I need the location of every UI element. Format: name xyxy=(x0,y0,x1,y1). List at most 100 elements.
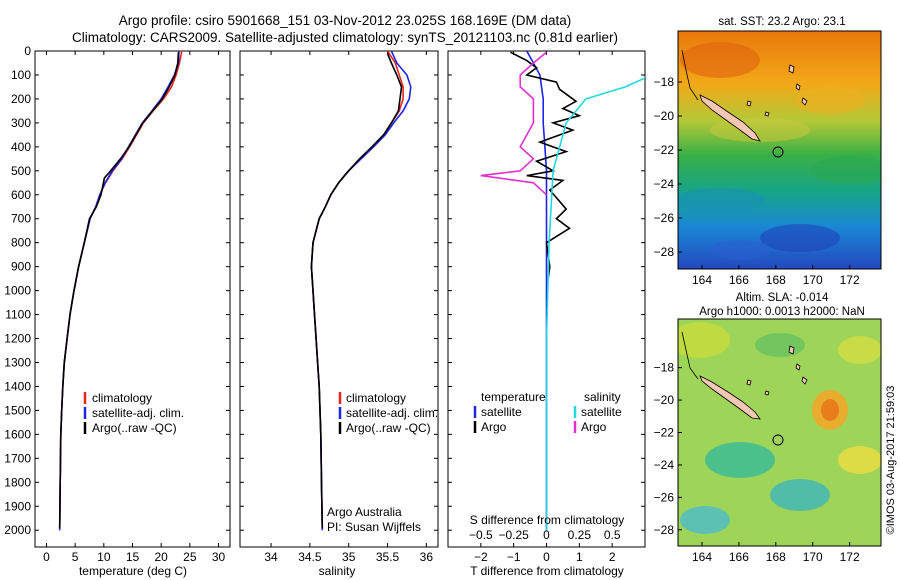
sla-coast-contour xyxy=(681,331,699,380)
legend-label-satellite: satellite-adj. clim. xyxy=(92,406,184,420)
x-tick-label: −2 xyxy=(474,550,488,564)
map-y-tick-label: −28 xyxy=(654,245,675,259)
x-tick-label: 35 xyxy=(342,550,356,564)
map-x-tick-label: 172 xyxy=(840,273,860,287)
sst-axes: 164 166 168 170 172 −18 −20 −22 −24 −26 −28 xyxy=(654,75,860,287)
x-tick-label: 15 xyxy=(126,550,140,564)
temperature-axes: 0100200300400500600700800900100011001200… xyxy=(4,44,230,564)
x-tick-label: 34 xyxy=(264,550,278,564)
map-y-tick-label: −18 xyxy=(654,361,675,375)
map-x-tick-label: 170 xyxy=(803,550,823,564)
y-tick-label: 700 xyxy=(11,212,31,226)
s-tick-label: −0.25 xyxy=(498,528,529,542)
temperature-panel xyxy=(34,50,231,548)
temperature-series xyxy=(58,51,183,531)
salinity-axes: 34 34.5 35 35.5 36 xyxy=(240,50,438,564)
y-tick-label: 1200 xyxy=(4,332,31,346)
legend-label-argo: Argo(..raw -QC) xyxy=(92,421,177,435)
new-caledonia-island xyxy=(699,375,761,420)
salinity-panel xyxy=(239,50,439,548)
x-tick-label: 2 xyxy=(609,550,616,564)
x-tick-label: 0 xyxy=(43,550,50,564)
map-y-tick-label: −28 xyxy=(654,523,675,537)
series-s-argo xyxy=(480,51,548,196)
sla-axes: 164 166 168 170 172 −18 −20 −22 −24 −26 −28 xyxy=(654,361,860,564)
legend-label-climatology: climatology xyxy=(346,391,406,405)
legend-header-salinity: salinity xyxy=(584,390,621,404)
x-tick-label: 30 xyxy=(212,550,226,564)
y-tick-label: 900 xyxy=(11,260,31,274)
difference-series xyxy=(480,51,645,531)
x-tick-label: 25 xyxy=(183,550,197,564)
y-tick-label: 1000 xyxy=(4,284,31,298)
imos-credit: ©IMOS 03-Aug-2017 21:59:03 xyxy=(885,386,897,535)
series-s-satellite xyxy=(545,77,645,531)
y-tick-label: 1400 xyxy=(4,379,31,393)
legend-label-argo: Argo(..raw -QC) xyxy=(346,421,431,435)
x-tick-label: 36 xyxy=(420,550,434,564)
salinity-annotation-line-2: PI: Susan Wijffels xyxy=(327,520,421,534)
sla-map: Altim. SLA: -0.014 Argo h1000: 0.0013 h2… xyxy=(654,292,882,564)
vanuatu-islands xyxy=(746,64,808,117)
y-tick-label: 100 xyxy=(11,68,31,82)
map-y-tick-label: −24 xyxy=(654,458,675,472)
vanuatu-islands xyxy=(746,345,808,396)
series-argo-raw-qc xyxy=(310,53,403,528)
map-x-tick-label: 168 xyxy=(766,550,786,564)
y-tick-label: 600 xyxy=(11,188,31,202)
y-tick-label: 1500 xyxy=(4,403,31,417)
sla-map-title-line-2: Argo h1000: 0.0013 h2000: NaN xyxy=(699,306,865,318)
x-tick-label: 35.5 xyxy=(376,550,400,564)
x-tick-label: −1 xyxy=(507,550,521,564)
map-x-tick-label: 166 xyxy=(729,273,749,287)
map-y-tick-label: −26 xyxy=(654,490,675,504)
y-tick-label: 0 xyxy=(24,44,31,58)
legend-label-t-satellite: satellite xyxy=(481,405,522,419)
y-tick-label: 400 xyxy=(11,140,31,154)
y-tick-label: 2000 xyxy=(4,523,31,537)
y-tick-label: 800 xyxy=(11,236,31,250)
s-tick-label: 0.5 xyxy=(604,528,621,542)
salinity-annotation-line-1: Argo Australia xyxy=(327,505,402,519)
legend-label-t-argo: Argo xyxy=(481,420,507,434)
sla-map-title-line-1: Altim. SLA: -0.014 xyxy=(736,292,829,304)
x-tick-label: 10 xyxy=(97,550,111,564)
x-tick-label: 34.5 xyxy=(298,550,322,564)
x-tick-label: 1 xyxy=(576,550,583,564)
temperature-legend: climatology satellite-adj. clim. Argo(..… xyxy=(83,391,184,435)
map-y-tick-label: −20 xyxy=(654,393,675,407)
y-tick-label: 500 xyxy=(11,164,31,178)
legend-label-s-argo: Argo xyxy=(581,420,607,434)
map-y-tick-label: −20 xyxy=(654,109,675,123)
legend-label-climatology: climatology xyxy=(92,391,152,405)
y-tick-label: 300 xyxy=(11,116,31,130)
series-t-argo xyxy=(510,51,582,279)
map-x-tick-label: 164 xyxy=(692,550,712,564)
sst-map-title: sat. SST: 23.2 Argo: 23.1 xyxy=(718,16,845,28)
sst-map: sat. SST: 23.2 Argo: 23.1 164 166 168 170 17… xyxy=(654,16,882,287)
y-tick-label: 1600 xyxy=(4,427,31,441)
difference-xlabel-top: S difference from climatology xyxy=(470,513,625,527)
map-y-tick-label: −18 xyxy=(654,75,675,89)
map-x-tick-label: 172 xyxy=(840,550,860,564)
map-x-tick-label: 164 xyxy=(692,273,712,287)
s-tick-label: 0.25 xyxy=(568,528,592,542)
legend-label-s-satellite: satellite xyxy=(581,405,622,419)
y-tick-label: 1100 xyxy=(5,308,31,322)
map-y-tick-label: −22 xyxy=(654,426,675,440)
title-line-2: Climatology: CARS2009. Satellite-adjuste… xyxy=(72,30,618,45)
title-line-1: Argo profile: csiro 5901668_151 03-Nov-2… xyxy=(119,13,572,28)
sst-coast-contour xyxy=(681,49,699,101)
map-y-tick-label: −24 xyxy=(654,177,675,191)
map-y-tick-label: −22 xyxy=(654,143,675,157)
difference-xlabel-bottom: T difference from climatology xyxy=(470,564,624,578)
salinity-legend: climatology satellite-adj. clim. Argo(..… xyxy=(338,391,438,435)
y-tick-label: 1800 xyxy=(4,475,31,489)
map-x-tick-label: 166 xyxy=(729,550,749,564)
difference-legend: temperature salinity satellite Argo sate… xyxy=(473,390,622,434)
x-tick-label: 0 xyxy=(543,550,550,564)
sst-patches xyxy=(678,42,881,260)
new-caledonia-island xyxy=(699,94,761,142)
salinity-xlabel: salinity xyxy=(319,564,356,578)
